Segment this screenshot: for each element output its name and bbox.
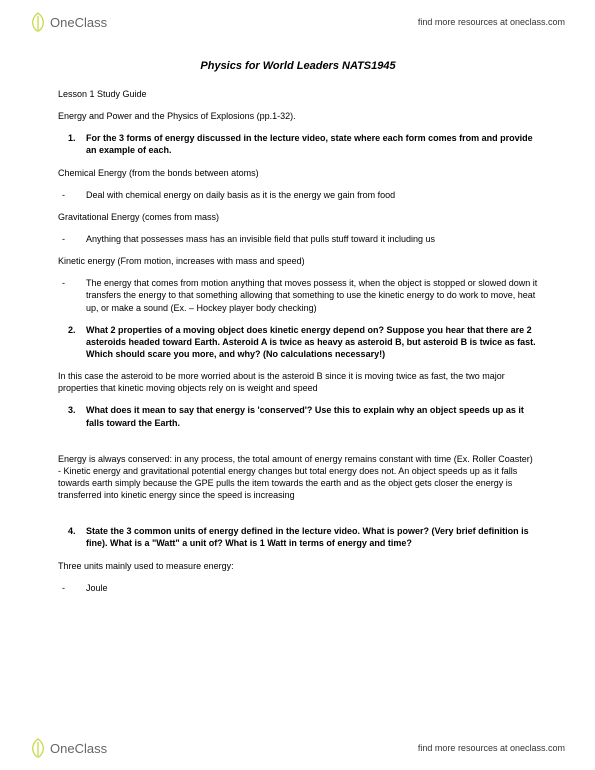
brand-text-footer: OneClass bbox=[50, 741, 107, 756]
question-3: 3.What does it mean to say that energy i… bbox=[58, 404, 538, 428]
q4-number: 4. bbox=[68, 525, 86, 537]
kinetic-bullet: The energy that comes from motion anythi… bbox=[58, 277, 538, 313]
brand-class: Class bbox=[75, 15, 108, 30]
leaf-icon bbox=[30, 12, 46, 32]
brand-text: OneClass bbox=[50, 15, 107, 30]
question-2: 2.What 2 properties of a moving object d… bbox=[58, 324, 538, 360]
brand-logo: OneClass bbox=[30, 12, 107, 32]
question-1: 1.For the 3 forms of energy discussed in… bbox=[58, 132, 538, 156]
intro-line-1: Lesson 1 Study Guide bbox=[58, 88, 538, 100]
kinetic-heading: Kinetic energy (From motion, increases w… bbox=[58, 255, 538, 267]
page-footer: OneClass find more resources at oneclass… bbox=[0, 734, 595, 762]
q3-number: 3. bbox=[68, 404, 86, 416]
question-4: 4.State the 3 common units of energy def… bbox=[58, 525, 538, 549]
q2-text: What 2 properties of a moving object doe… bbox=[86, 325, 536, 359]
q4-text: State the 3 common units of energy defin… bbox=[86, 526, 529, 548]
brand-class-footer: Class bbox=[75, 741, 108, 756]
gravitational-bullet: Anything that possesses mass has an invi… bbox=[58, 233, 538, 245]
intro-line-2: Energy and Power and the Physics of Expl… bbox=[58, 110, 538, 122]
header-link[interactable]: find more resources at oneclass.com bbox=[418, 17, 565, 27]
q1-text: For the 3 forms of energy discussed in t… bbox=[86, 133, 533, 155]
answer-4-bullet: Joule bbox=[58, 582, 538, 594]
brand-one-footer: One bbox=[50, 741, 75, 756]
document-body: Physics for World Leaders NATS1945 Lesso… bbox=[58, 60, 538, 604]
brand-logo-footer: OneClass bbox=[30, 738, 107, 758]
q1-number: 1. bbox=[68, 132, 86, 144]
q2-number: 2. bbox=[68, 324, 86, 336]
q3-text: What does it mean to say that energy is … bbox=[86, 405, 524, 427]
chemical-bullet: Deal with chemical energy on daily basis… bbox=[58, 189, 538, 201]
footer-link[interactable]: find more resources at oneclass.com bbox=[418, 743, 565, 753]
answer-4-heading: Three units mainly used to measure energ… bbox=[58, 560, 538, 572]
page-header: OneClass find more resources at oneclass… bbox=[0, 8, 595, 36]
gravitational-heading: Gravitational Energy (comes from mass) bbox=[58, 211, 538, 223]
leaf-icon bbox=[30, 738, 46, 758]
answer-3: Energy is always conserved: in any proce… bbox=[58, 453, 538, 502]
chemical-heading: Chemical Energy (from the bonds between … bbox=[58, 167, 538, 179]
page-title: Physics for World Leaders NATS1945 bbox=[58, 60, 538, 72]
brand-one: One bbox=[50, 15, 75, 30]
answer-2: In this case the asteroid to be more wor… bbox=[58, 370, 538, 394]
